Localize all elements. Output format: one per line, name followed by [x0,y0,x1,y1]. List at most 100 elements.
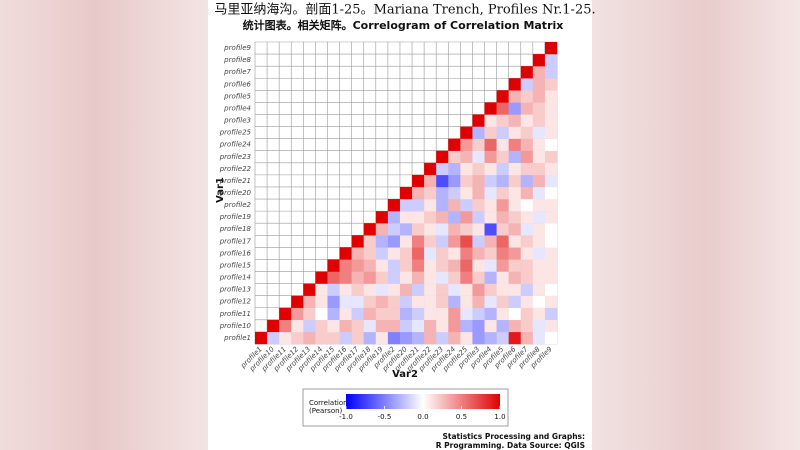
cell [448,138,461,151]
cell [472,199,485,212]
cell [375,307,389,321]
y-tick-label: profile2 [223,201,251,209]
cell [351,331,364,345]
cell [363,235,376,248]
cell [375,295,389,308]
cell [532,223,546,236]
cell [520,186,534,200]
cell [424,283,437,296]
cell [327,259,340,272]
cell [412,295,425,308]
cell [399,235,413,248]
cell [327,307,340,321]
cell [508,331,521,345]
cell [472,331,485,345]
colorbar-tick-label: -1.0 [339,413,353,421]
legend-title: Correlation [309,399,348,407]
y-tick-label: profile25 [219,129,252,137]
cell [424,211,437,224]
cell [448,186,461,200]
cell [484,186,497,200]
cell [387,307,401,321]
cell [448,150,461,163]
colorbar-tick-label: 0.5 [456,413,467,421]
cell [303,331,316,345]
cell [387,295,401,308]
cell [399,199,413,212]
cell [472,138,485,151]
cell [351,247,364,260]
cell [508,174,521,188]
cell [448,259,461,272]
cell [436,162,449,176]
cell [520,331,534,345]
y-tick-label: profile18 [219,225,252,233]
x-axis-label: Var2 [392,369,418,380]
cell [387,211,401,224]
cell [520,174,534,188]
cell [484,271,497,284]
cell [387,271,401,284]
y-tick-label: profile1 [223,334,251,342]
cell [436,199,449,212]
cell [532,319,546,333]
cell [544,102,558,115]
cell [412,235,425,248]
cell [399,271,413,284]
cell [315,295,328,308]
cell [351,271,364,284]
cell [484,150,497,163]
cell [387,223,401,236]
cell [412,307,425,321]
cell [267,331,280,345]
cell [520,66,534,79]
cell [544,162,558,176]
cell [339,319,352,333]
cell [496,211,509,224]
cell [532,90,546,103]
cell [544,78,558,91]
cell [363,223,376,236]
cell [327,271,340,284]
cell [508,102,521,115]
y-tick-label: profile23 [219,153,251,161]
cell [387,319,401,333]
footer: R Programming. Data Source: QGIS [436,441,585,450]
cell [472,295,485,308]
cell [532,247,546,260]
cell [460,199,473,212]
cell [520,78,534,91]
cell [544,90,558,103]
cell [472,235,485,248]
cell [363,295,376,308]
cell [424,307,437,321]
cell [532,295,546,308]
cell [424,247,437,260]
cell [387,235,401,248]
cell [520,126,534,139]
cell [544,223,558,236]
cell [496,271,509,284]
cell [508,283,521,296]
cell [484,162,497,176]
cell [532,66,546,79]
cell [448,283,461,296]
cell [424,271,437,284]
cell [460,295,473,308]
cell [460,138,473,151]
cell [399,211,413,224]
cell [520,114,534,127]
cell [448,247,461,260]
cell [255,331,268,345]
cell [544,295,558,308]
cell [544,331,558,345]
cell [436,283,449,296]
cell [520,259,534,272]
cell [508,186,521,200]
cell [496,283,509,296]
y-tick-label: profile10 [219,322,252,330]
cell [399,259,413,272]
cell [412,186,425,200]
